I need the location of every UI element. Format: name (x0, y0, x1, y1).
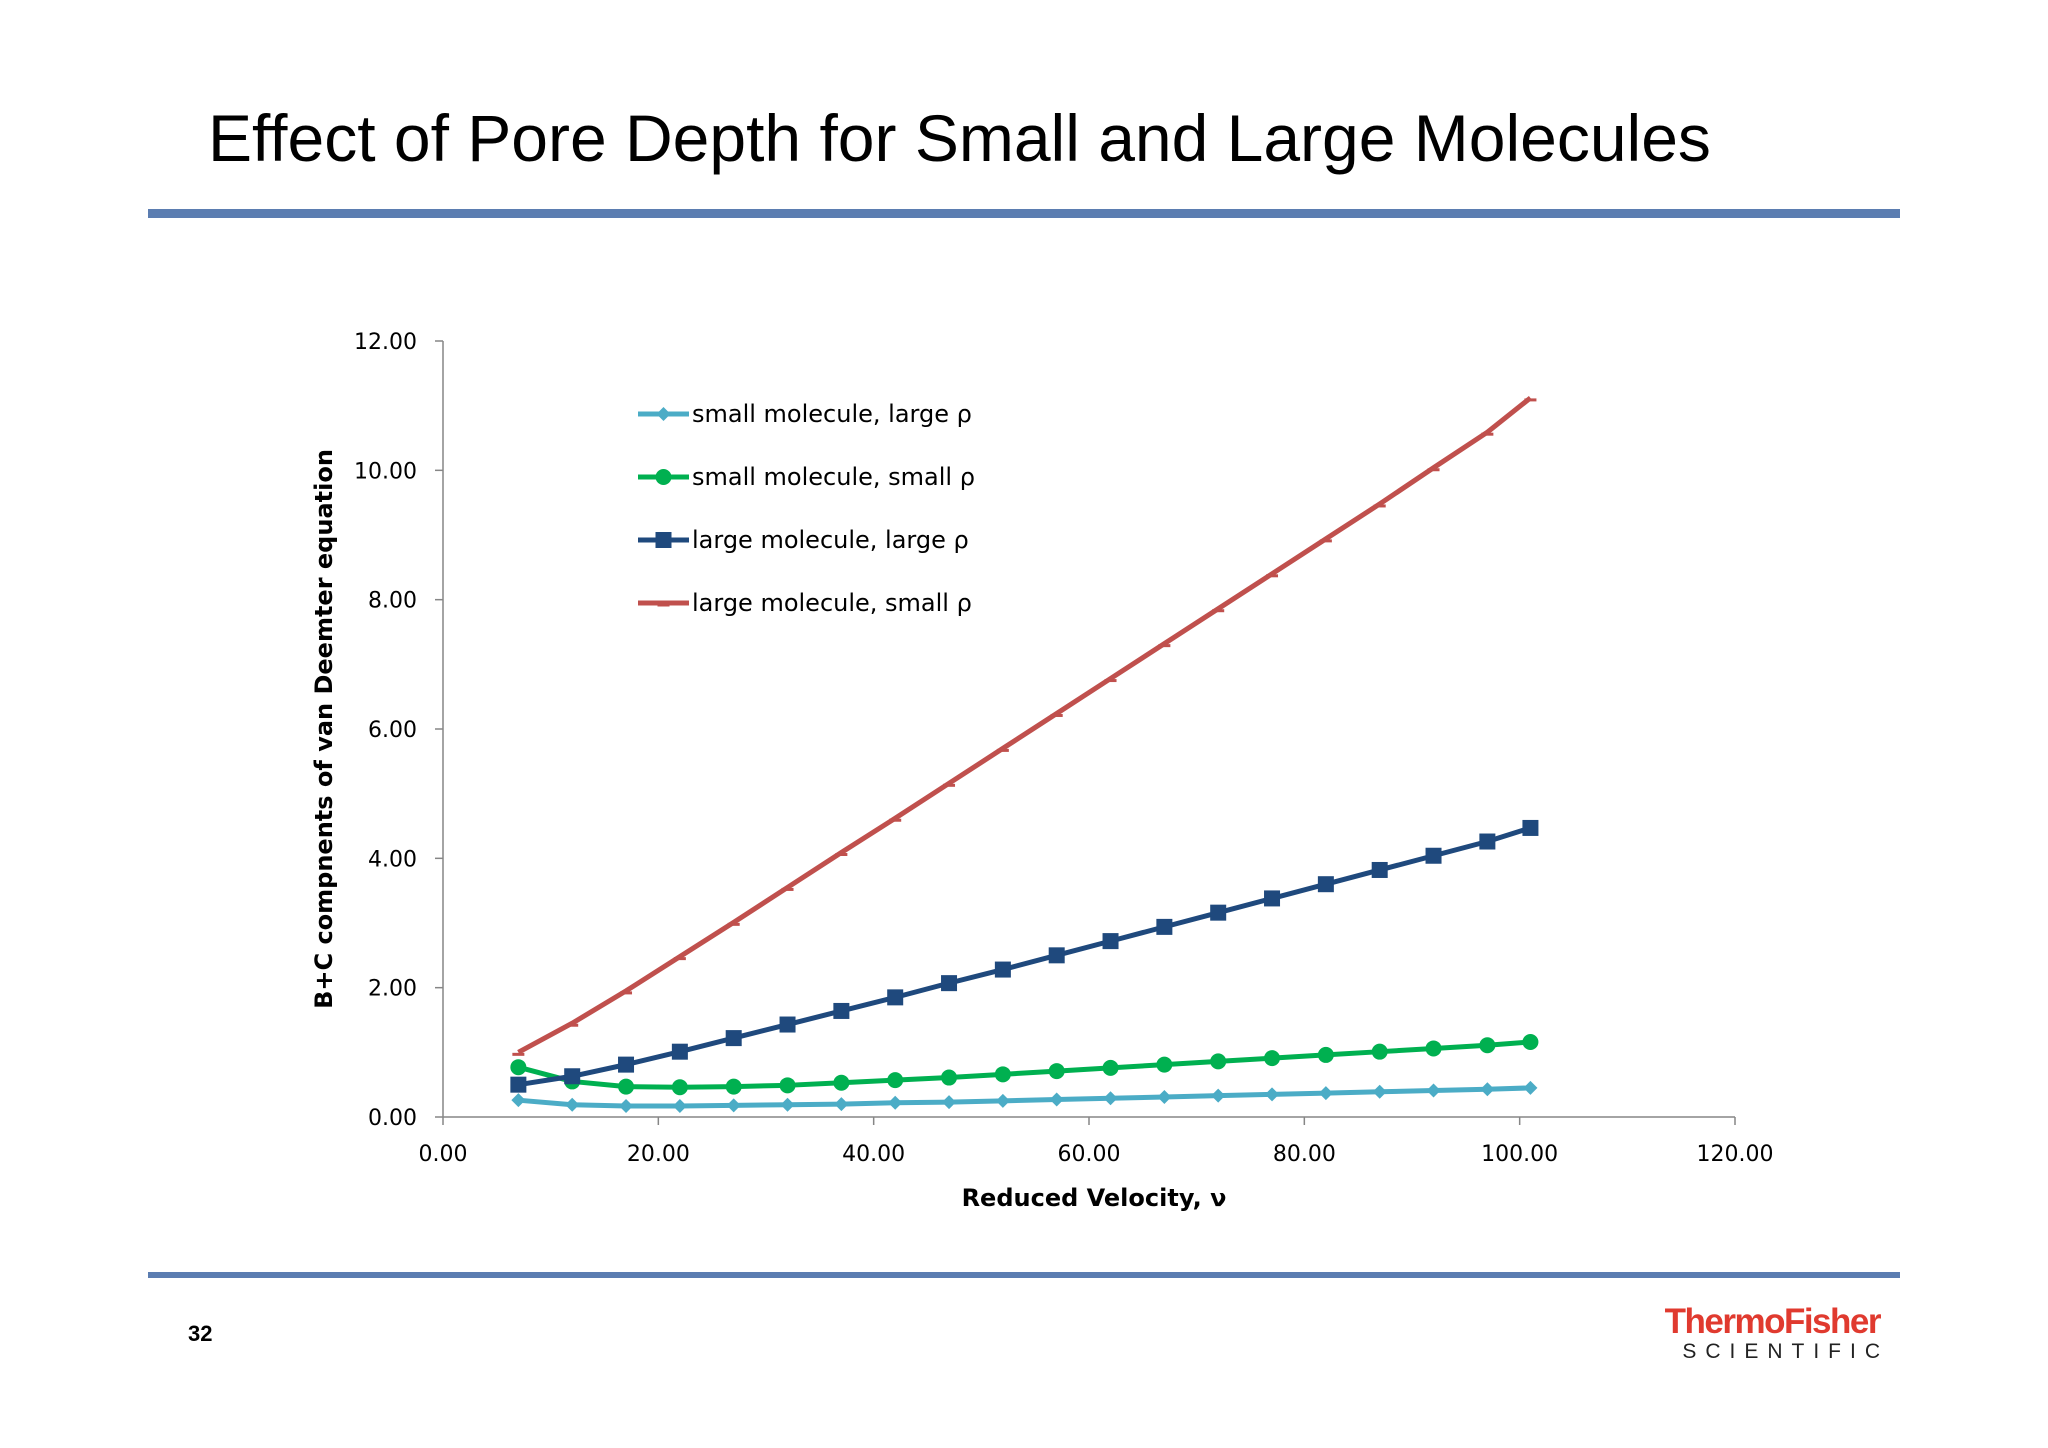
page-number: 32 (188, 1321, 213, 1346)
data-point (779, 1077, 796, 1094)
x-tick-label: 100.00 (1481, 1142, 1558, 1167)
y-tick-label: 10.00 (354, 459, 417, 484)
data-point (1522, 819, 1539, 836)
data-point (725, 1078, 742, 1095)
x-tick-label: 0.00 (419, 1142, 468, 1167)
data-point (671, 1043, 688, 1060)
data-point (1425, 847, 1442, 864)
data-point (941, 975, 958, 992)
data-point (1102, 933, 1119, 950)
slide-title: Effect of Pore Depth for Small and Large… (208, 101, 1711, 175)
data-point (1523, 1080, 1538, 1095)
line-chart: 0.00 2.00 4.00 6.00 8.00 10.00 12.00 0.00 20.00 4… (310, 330, 1774, 1212)
data-point (833, 1002, 850, 1019)
data-point (1480, 1082, 1495, 1097)
data-point (1211, 1088, 1226, 1103)
data-point (1156, 918, 1173, 935)
data-point (1318, 1086, 1333, 1101)
data-point (564, 1068, 581, 1085)
y-tick-label: 2.00 (368, 977, 417, 1002)
data-point (1210, 1053, 1227, 1070)
thermo-fisher-logo: ThermoFisher SCIENTIFIC (1630, 1302, 1882, 1366)
logo-wordmark: ThermoFisher (1664, 1302, 1882, 1341)
data-point (1264, 1050, 1281, 1067)
data-point (510, 1076, 527, 1093)
data-point (511, 1093, 526, 1108)
data-point (1425, 1040, 1442, 1057)
series-line (517, 395, 1532, 1055)
data-point (1426, 1083, 1441, 1098)
data-point (1157, 1089, 1172, 1104)
data-point (833, 1074, 850, 1091)
data-point (1264, 890, 1281, 907)
data-point (1102, 1059, 1119, 1076)
data-point (1317, 1046, 1334, 1063)
legend-label: large molecule, small ρ (692, 589, 972, 617)
data-point (618, 1078, 635, 1095)
data-point (1156, 1056, 1173, 1073)
data-point (941, 1069, 958, 1086)
legend-marker (655, 469, 672, 485)
y-tick-label: 8.00 (368, 589, 417, 614)
data-point (780, 1097, 795, 1112)
data-point (1479, 1037, 1496, 1054)
y-tick-label: 12.00 (354, 330, 417, 355)
y-axis-title: B+C compnents of van Deemter equation (310, 449, 338, 1009)
data-point (619, 1099, 634, 1114)
data-point (1371, 1043, 1388, 1060)
data-point (1103, 1091, 1118, 1106)
series-line (517, 1039, 1531, 1090)
data-point (779, 1016, 796, 1033)
x-tick-label: 20.00 (627, 1142, 690, 1167)
footer-divider (148, 1272, 1900, 1278)
data-point (888, 1095, 903, 1110)
legend-label: small molecule, large ρ (692, 400, 972, 428)
data-point (1372, 1084, 1387, 1099)
series-line (518, 1085, 1531, 1109)
y-tick-label: 6.00 (368, 718, 417, 743)
data-point (1049, 1092, 1064, 1107)
data-point (994, 1066, 1011, 1083)
x-tick-label: 120.00 (1697, 1142, 1774, 1167)
data-point (887, 1072, 904, 1089)
logo-subtitle: SCIENTIFIC (1682, 1340, 1889, 1363)
data-point (671, 1079, 688, 1096)
legend-marker (656, 407, 671, 421)
x-tick-label: 60.00 (1058, 1142, 1121, 1167)
title-divider (148, 209, 1900, 218)
data-point (995, 1093, 1010, 1108)
data-point (1265, 1087, 1280, 1102)
x-tick-label: 80.00 (1273, 1142, 1336, 1167)
data-point (887, 989, 904, 1006)
series-line (517, 825, 1532, 1088)
data-point (1479, 833, 1496, 850)
data-point (510, 1059, 527, 1076)
legend-label: small molecule, small ρ (692, 463, 975, 491)
data-point (994, 961, 1011, 978)
data-point (1371, 861, 1388, 878)
data-point (672, 1099, 687, 1114)
data-point (942, 1095, 957, 1110)
y-tick-label: 0.00 (368, 1106, 417, 1131)
y-tick-label: 4.00 (368, 847, 417, 872)
data-point (726, 1098, 741, 1113)
legend-label: large molecule, large ρ (692, 526, 969, 554)
data-point (834, 1097, 849, 1112)
x-axis-title: Reduced Velocity, ν (962, 1184, 1227, 1212)
data-point (725, 1030, 742, 1047)
data-point (1048, 1063, 1065, 1080)
data-point (1522, 1033, 1539, 1050)
data-point (1048, 947, 1065, 964)
x-tick-label: 40.00 (842, 1142, 905, 1167)
data-point (565, 1097, 580, 1112)
data-point (618, 1056, 635, 1073)
legend-marker (655, 532, 672, 548)
data-point (1210, 904, 1227, 921)
data-point (1317, 876, 1334, 893)
